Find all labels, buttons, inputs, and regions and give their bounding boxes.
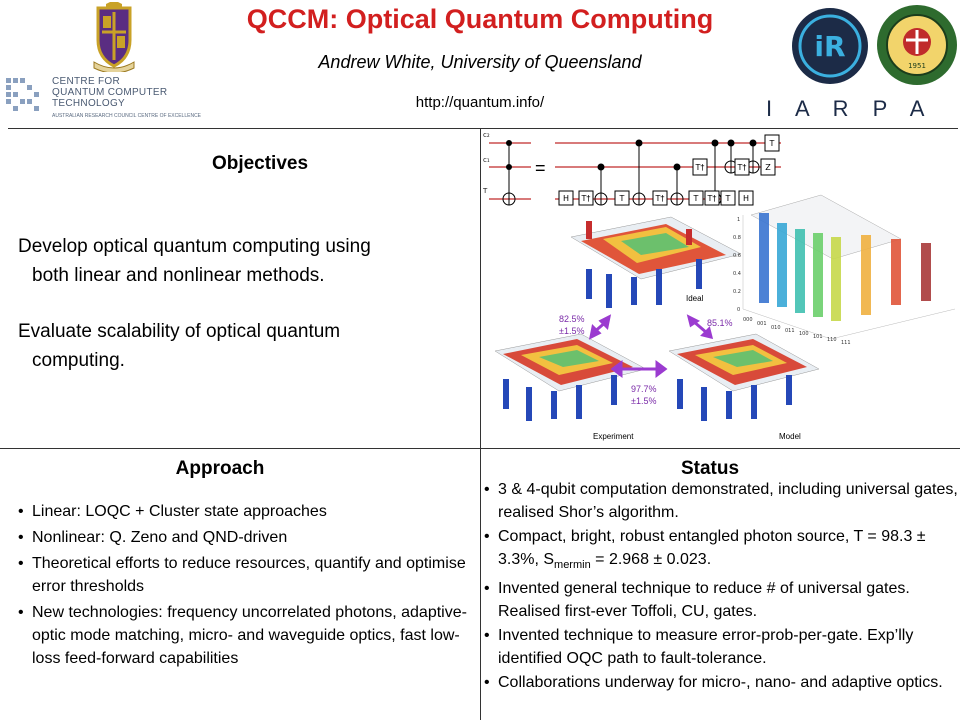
- bar-x-tick: 010: [771, 325, 781, 331]
- status-item-text: Compact, bright, robust entangled photon…: [498, 528, 926, 568]
- bar-x-tick: 101: [813, 334, 823, 340]
- objective-1-line-2: both linear and nonlinear methods.: [32, 265, 325, 286]
- approach-heading: Approach: [175, 458, 265, 479]
- page-title: QCCM: Optical Quantum Computing: [246, 4, 714, 34]
- gate-label: H: [563, 194, 569, 203]
- objective-item-2: Evaluate scalability of optical quantum …: [18, 317, 478, 375]
- cqct-line-2: QUANTUM COMPUTER: [52, 87, 168, 98]
- objective-2-line-1: Evaluate scalability of optical quantum: [18, 321, 341, 342]
- uq-crest-logo: [88, 0, 140, 74]
- ideal-label: Ideal: [686, 294, 704, 303]
- wire-label-c1: c₁: [483, 156, 490, 164]
- iarpa-wordmark: I A R P A: [766, 96, 934, 121]
- status-item-text: = 2.968 ± 0.023.: [590, 550, 712, 568]
- bar-x-tick: 110: [827, 337, 837, 343]
- gate-label: T: [769, 139, 775, 148]
- decomposition-cnots: [594, 139, 760, 206]
- gate-label: T†: [655, 194, 665, 203]
- experiment-label: Experiment: [593, 432, 634, 441]
- percent-value: 82.5%: [559, 314, 585, 324]
- percent-error: ±1.5%: [559, 326, 585, 336]
- bar-y-tick: 0.2: [733, 289, 741, 295]
- seal-year: 1951: [908, 62, 926, 70]
- gate-label: Z: [765, 163, 771, 172]
- approach-item: Theoretical efforts to reduce resources,…: [18, 552, 468, 598]
- cqct-logo: CENTRE FOR QUANTUM COMPUTER TECHNOLOGY A…: [4, 72, 229, 124]
- model-label: Model: [779, 432, 801, 441]
- approach-item: Linear: LOQC + Cluster state approaches: [18, 500, 468, 523]
- website-link[interactable]: http://quantum.info/: [415, 94, 545, 111]
- approach-item: New technologies: frequency uncorrelated…: [18, 601, 468, 670]
- bar-x-tick: 000: [743, 317, 753, 323]
- percent-label-ideal-experiment: 82.5% ±1.5%: [559, 313, 585, 337]
- model-matrix-plot: [668, 333, 820, 421]
- status-item-photon-source: Compact, bright, robust entangled photon…: [484, 526, 958, 576]
- header-divider: [8, 128, 958, 129]
- circuit-diagram-and-plots: c₂ c₁ T =: [482, 131, 956, 441]
- status-item: Invented general technique to reduce # o…: [484, 578, 958, 623]
- results-figure: c₂ c₁ T =: [481, 129, 960, 447]
- status-list: 3 & 4-qubit computation demonstrated, in…: [484, 479, 958, 697]
- center-divider: [480, 128, 481, 720]
- bar-y-tick: 1: [737, 217, 740, 223]
- wire-label-c2: c₂: [483, 131, 490, 139]
- percent-error: ±1.5%: [631, 396, 657, 406]
- toffoli-gate: [502, 140, 516, 206]
- bar-y-tick: 0: [737, 307, 740, 313]
- author-line: Andrew White, University of Queensland: [318, 52, 642, 72]
- bar-x-tick: 011: [785, 328, 795, 334]
- bar-x-tick: 100: [799, 331, 809, 337]
- iarpa-logo-letters: iR: [814, 30, 845, 63]
- percent-value: 85.1%: [707, 318, 733, 328]
- status-item: Collaborations underway for micro-, nano…: [484, 672, 958, 695]
- comparison-arrows: [588, 314, 714, 378]
- iarpa-circle-logo: iR: [790, 6, 870, 86]
- approach-list: Linear: LOQC + Cluster state approaches …: [18, 500, 468, 673]
- equals-sign: =: [535, 158, 546, 178]
- cqct-line-1: CENTRE FOR: [52, 76, 120, 87]
- gate-label: T: [693, 194, 699, 203]
- gate-boxes: [558, 134, 780, 206]
- status-heading: Status: [680, 458, 740, 479]
- wire-label-t: T: [482, 187, 488, 195]
- objective-2-line-2: computing.: [32, 350, 125, 371]
- percent-value: 97.7%: [631, 384, 657, 394]
- truth-table-bar-chart: 1 0.8 0.6 0.4 0.2 0 000 001 010 011 100 …: [733, 194, 956, 346]
- cqct-line-3: TECHNOLOGY: [52, 98, 126, 109]
- status-item: Invented technique to measure error-prob…: [484, 625, 958, 670]
- bar-x-tick: 001: [757, 321, 767, 327]
- gate-label: T†: [695, 163, 705, 172]
- percent-label-experiment-model: 97.7% ±1.5%: [631, 383, 657, 407]
- gate-label: T†: [737, 163, 747, 172]
- objectives-heading: Objectives: [211, 153, 309, 174]
- gate-label: T: [725, 194, 731, 203]
- gate-label: T†: [581, 194, 591, 203]
- ideal-matrix-plot: [570, 216, 742, 308]
- bar-y-tick: 0.6: [733, 253, 741, 259]
- objective-item-1: Develop optical quantum computing using …: [18, 232, 478, 290]
- army-seal-logo: 1951: [876, 4, 958, 86]
- objective-1-line-1: Develop optical quantum computing using: [18, 236, 371, 257]
- bar-x-tick: 111: [841, 340, 851, 346]
- status-item-subscript: mermin: [554, 558, 591, 571]
- gate-label: H: [743, 194, 749, 203]
- experiment-matrix-plot: [494, 333, 647, 421]
- cqct-subtext: AUSTRALIAN RESEARCH COUNCIL CENTRE OF EX…: [52, 113, 202, 119]
- middle-divider: [0, 448, 960, 449]
- bar-y-tick: 0.4: [733, 271, 741, 277]
- approach-item: Nonlinear: Q. Zeno and QND-driven: [18, 526, 468, 549]
- gate-label: T†: [707, 194, 717, 203]
- bar-y-tick: 0.8: [733, 235, 741, 241]
- gate-label: T: [619, 194, 625, 203]
- percent-label-ideal-model: 85.1%: [707, 317, 733, 329]
- status-item: 3 & 4-qubit computation demonstrated, in…: [484, 479, 958, 524]
